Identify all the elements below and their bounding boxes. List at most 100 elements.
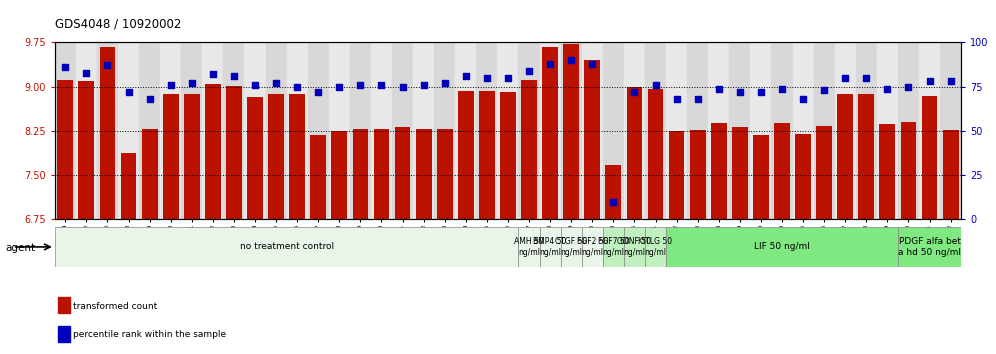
Bar <box>139 42 160 219</box>
Bar <box>202 42 223 219</box>
Bar <box>623 227 645 267</box>
Text: LIF 50 ng/ml: LIF 50 ng/ml <box>754 242 810 251</box>
Bar <box>141 129 157 219</box>
Bar <box>814 42 835 219</box>
Bar <box>585 60 601 219</box>
Bar <box>774 123 790 219</box>
Bar <box>626 87 642 219</box>
Bar <box>795 134 811 219</box>
Point <box>921 79 937 84</box>
Bar <box>58 80 74 219</box>
Bar <box>753 135 769 219</box>
Point <box>415 82 431 88</box>
Point <box>268 80 284 86</box>
Bar <box>350 42 371 219</box>
Bar <box>690 130 705 219</box>
Bar <box>162 95 178 219</box>
Text: percentile rank within the sample: percentile rank within the sample <box>73 330 226 339</box>
Bar <box>287 42 308 219</box>
Point <box>879 86 895 91</box>
Point <box>500 75 516 81</box>
Bar <box>668 131 684 219</box>
Point <box>184 80 200 86</box>
Bar <box>900 122 916 219</box>
Point <box>647 82 663 88</box>
Bar <box>564 44 579 219</box>
Bar <box>76 42 97 219</box>
Point <box>437 80 453 86</box>
Point <box>626 89 642 95</box>
Bar <box>97 42 118 219</box>
Bar <box>100 47 116 219</box>
Bar <box>311 135 326 219</box>
Text: FGF2 50
ng/ml: FGF2 50 ng/ml <box>577 237 608 257</box>
Bar <box>817 126 832 219</box>
Bar <box>940 42 961 219</box>
Bar <box>666 227 898 267</box>
Point <box>121 89 136 95</box>
Bar <box>750 42 772 219</box>
Point <box>226 73 242 79</box>
Bar <box>687 42 708 219</box>
Text: CTGF 50
ng/ml: CTGF 50 ng/ml <box>555 237 588 257</box>
Bar <box>859 95 874 219</box>
Point <box>838 75 854 81</box>
Text: GDNF 50
ng/ml: GDNF 50 ng/ml <box>618 237 651 257</box>
Text: GDS4048 / 10920002: GDS4048 / 10920002 <box>55 17 181 30</box>
Bar <box>623 42 645 219</box>
Text: KITLG 50
ng/ml: KITLG 50 ng/ml <box>638 237 672 257</box>
Bar <box>542 47 558 219</box>
Point <box>374 82 389 88</box>
Bar <box>332 131 348 219</box>
Bar <box>898 42 919 219</box>
Bar <box>244 42 266 219</box>
Bar <box>540 227 561 267</box>
Point <box>711 86 727 91</box>
Point <box>753 89 769 95</box>
Bar <box>394 127 410 219</box>
Bar <box>268 94 284 219</box>
Bar <box>729 42 750 219</box>
Bar <box>371 42 392 219</box>
Text: BMP4 50
ng/ml: BMP4 50 ng/ml <box>534 237 567 257</box>
Bar <box>772 42 793 219</box>
Bar <box>521 80 537 219</box>
Bar <box>838 95 854 219</box>
Text: agent: agent <box>5 243 35 253</box>
Bar <box>603 227 623 267</box>
Point <box>521 68 537 74</box>
Bar <box>876 42 898 219</box>
Bar <box>181 42 202 219</box>
Text: PDGF alfa bet
a hd 50 ng/ml: PDGF alfa bet a hd 50 ng/ml <box>898 237 961 257</box>
Bar <box>603 42 623 219</box>
Bar <box>392 42 413 219</box>
Bar <box>645 227 666 267</box>
Bar <box>184 95 199 219</box>
Text: AMH 50
ng/ml: AMH 50 ng/ml <box>514 237 544 257</box>
Point <box>542 61 558 67</box>
Point <box>58 64 74 70</box>
Point <box>774 86 790 91</box>
Bar <box>645 42 666 219</box>
Bar <box>160 42 181 219</box>
Point <box>732 89 748 95</box>
Text: FGF7 50
ng/ml: FGF7 50 ng/ml <box>598 237 629 257</box>
Point <box>162 82 178 88</box>
Point <box>606 199 622 205</box>
Bar <box>793 42 814 219</box>
Bar <box>519 227 540 267</box>
Point <box>458 73 474 79</box>
Point <box>563 57 579 63</box>
Bar <box>921 96 937 219</box>
Point <box>205 72 221 77</box>
Bar <box>582 42 603 219</box>
Bar <box>247 97 263 219</box>
Point <box>795 96 811 102</box>
Point <box>942 79 958 84</box>
Bar <box>835 42 856 219</box>
Bar <box>55 42 76 219</box>
Bar <box>415 129 431 219</box>
Bar <box>732 127 748 219</box>
Bar <box>606 165 622 219</box>
Bar <box>500 92 516 219</box>
